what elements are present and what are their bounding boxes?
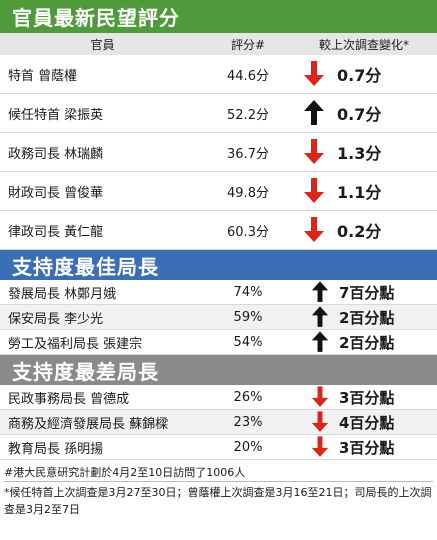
score-value: 59% [233, 309, 263, 325]
arrow-up-icon [311, 331, 329, 352]
best-table: 發展局長 林鄭月娥 74% 7百分點 保安局長 李少光 59% 2百分點 勞工及福利局長 張… [0, 280, 437, 355]
arrow-down-icon [304, 178, 324, 203]
official-name: 特首 曾蔭權 [8, 68, 78, 84]
arrow-down-icon [304, 139, 324, 164]
change-cell: 3百分點 [291, 436, 437, 458]
score-value: 26% [233, 389, 263, 405]
main-title: 官員最新民望評分 [0, 0, 437, 33]
change-value: 0.2分 [337, 222, 382, 241]
official-name: 財政司長 曾俊華 [8, 185, 104, 201]
change-cell: 1.1分 [291, 178, 437, 204]
score-value: 36.7分 [227, 146, 269, 162]
change-cell: 0.7分 [291, 61, 437, 87]
change-cell: 2百分點 [291, 331, 437, 353]
change-value: 3百分點 [339, 388, 395, 407]
table-row: 政務司長 林瑞麟 36.7分 1.3分 [0, 133, 437, 172]
change-value: 3百分點 [339, 438, 395, 457]
official-name: 候任特首 梁振英 [8, 107, 104, 123]
arrow-up-icon [311, 281, 329, 302]
arrow-down-icon [311, 386, 329, 407]
change-value: 2百分點 [339, 308, 395, 327]
score-value: 60.3分 [227, 224, 269, 240]
footnotes: #港大民意研究計劃於4月2至10日訪問了1006人 *候任特首上次調查是3月27… [0, 460, 437, 518]
table-row: 財政司長 曾俊華 49.8分 1.1分 [0, 172, 437, 211]
table-row: 教育局長 孫明揚 20% 3百分點 [0, 435, 437, 460]
change-cell: 2百分點 [291, 306, 437, 328]
change-value: 0.7分 [337, 105, 382, 124]
change-cell: 4百分點 [291, 411, 437, 433]
official-name: 發展局長 林鄭月娥 [8, 286, 117, 302]
table-row: 保安局長 李少光 59% 2百分點 [0, 305, 437, 330]
table-row: 商務及經濟發展局長 蘇錦樑 23% 4百分點 [0, 410, 437, 435]
official-name: 保安局長 李少光 [8, 311, 104, 327]
worst-table: 民政事務局長 曾德成 26% 3百分點 商務及經濟發展局長 蘇錦樑 23% 4百分點 教育局… [0, 385, 437, 460]
change-cell: 0.2分 [291, 217, 437, 243]
footnote-dates: *候任特首上次調查是3月27至30日；曾蔭權上次調查是3月16至21日；司局長的… [4, 481, 433, 518]
score-value: 49.8分 [227, 185, 269, 201]
table-row: 候任特首 梁振英 52.2分 0.7分 [0, 94, 437, 133]
table-row: 特首 曾蔭權 44.6分 0.7分 [0, 55, 437, 94]
official-name: 教育局長 孫明揚 [8, 441, 104, 457]
arrow-down-icon [311, 436, 329, 457]
score-value: 54% [233, 334, 263, 350]
officials-table: 特首 曾蔭權 44.6分 0.7分 候任特首 梁振英 52.2分 0.7分 政務司長 林瑞麟… [0, 55, 437, 250]
change-value: 1.3分 [337, 144, 382, 163]
score-value: 23% [233, 414, 263, 430]
arrow-up-icon [304, 100, 324, 125]
score-value: 44.6分 [227, 68, 269, 84]
official-name: 勞工及福利局長 張建宗 [8, 336, 143, 352]
score-value: 74% [233, 284, 263, 300]
table-row: 民政事務局長 曾德成 26% 3百分點 [0, 385, 437, 410]
best-section-title: 支持度最佳局長 [0, 250, 437, 280]
official-name: 政務司長 林瑞麟 [8, 146, 104, 162]
official-name: 民政事務局長 曾德成 [8, 391, 130, 407]
arrow-up-icon [311, 306, 329, 327]
change-cell: 7百分點 [291, 281, 437, 303]
change-value: 4百分點 [339, 413, 395, 432]
arrow-down-icon [304, 61, 324, 86]
column-header: 官員 評分# 較上次調查變化* [0, 33, 437, 55]
column-score: 評分# [230, 37, 266, 52]
change-cell: 0.7分 [291, 100, 437, 126]
table-row: 發展局長 林鄭月娥 74% 7百分點 [0, 280, 437, 305]
official-name: 律政司長 黃仁龍 [8, 224, 104, 240]
table-row: 律政司長 黃仁龍 60.3分 0.2分 [0, 211, 437, 250]
score-value: 20% [233, 439, 263, 455]
change-cell: 1.3分 [291, 139, 437, 165]
worst-section-title: 支持度最差局長 [0, 355, 437, 385]
footnote-sample: #港大民意研究計劃於4月2至10日訪問了1006人 [4, 466, 246, 479]
change-value: 0.7分 [337, 66, 382, 85]
arrow-down-icon [304, 217, 324, 242]
official-name: 商務及經濟發展局長 蘇錦樑 [8, 416, 169, 432]
change-value: 2百分點 [339, 333, 395, 352]
column-official: 官員 [90, 37, 115, 52]
score-value: 52.2分 [227, 107, 269, 123]
change-value: 1.1分 [337, 183, 382, 202]
change-value: 7百分點 [339, 283, 395, 302]
table-row: 勞工及福利局長 張建宗 54% 2百分點 [0, 330, 437, 355]
change-cell: 3百分點 [291, 386, 437, 408]
column-change: 較上次調查變化* [318, 37, 409, 52]
arrow-down-icon [311, 411, 329, 432]
